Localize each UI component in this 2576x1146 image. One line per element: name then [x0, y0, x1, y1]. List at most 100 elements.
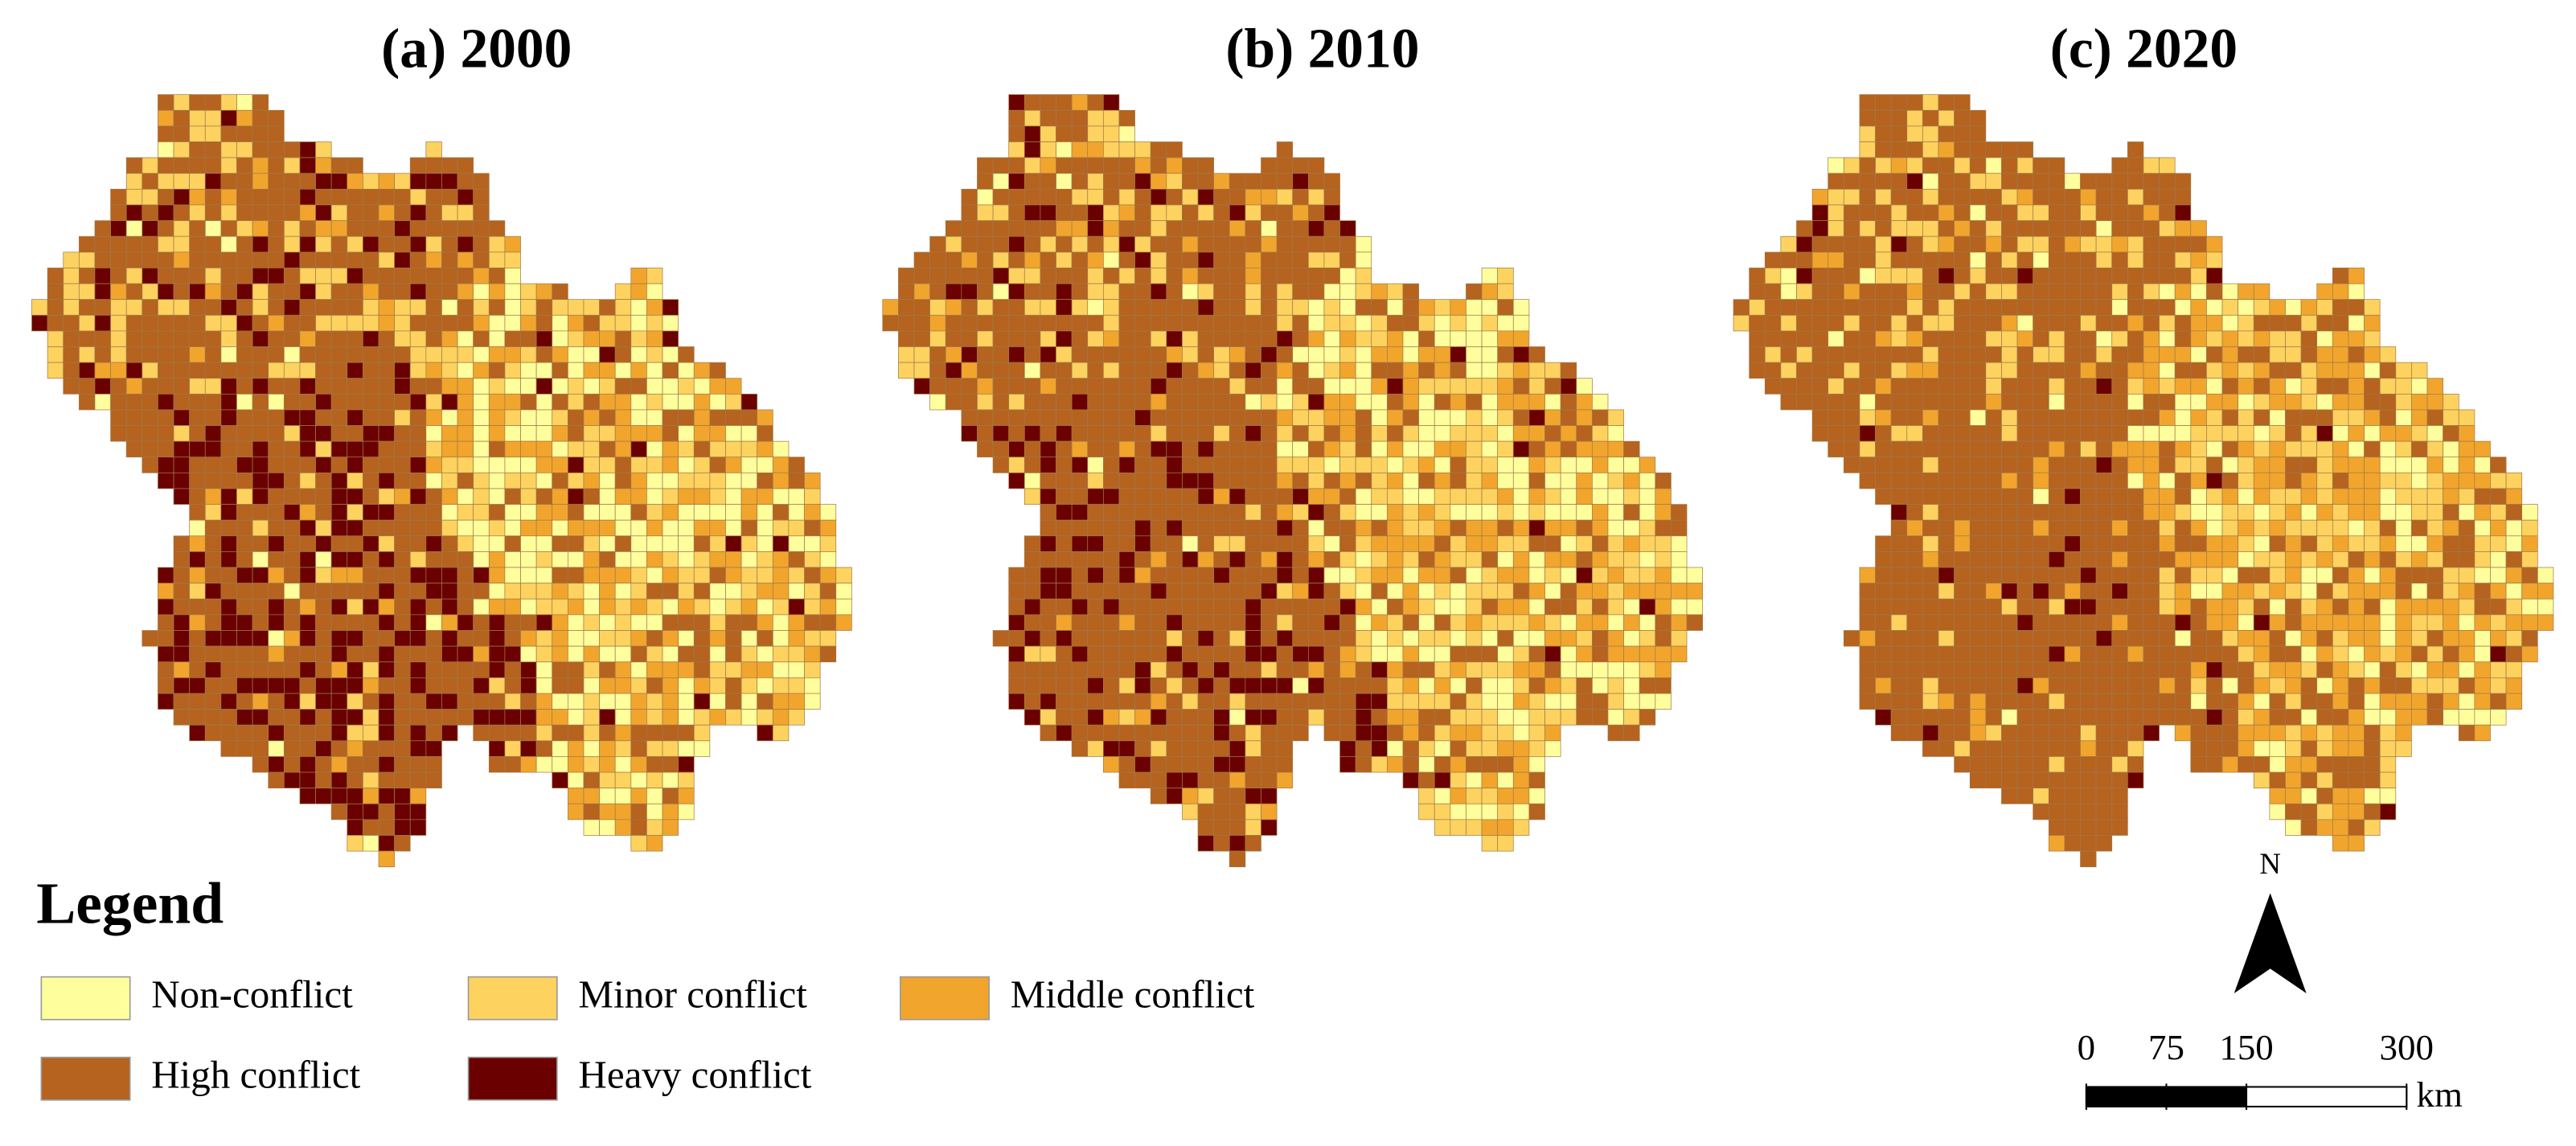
map-cell: [1827, 252, 1844, 268]
map-cell: [2127, 252, 2144, 268]
map-cell: [1560, 677, 1577, 694]
map-cell: [678, 440, 695, 458]
map-cell: [110, 299, 127, 316]
map-cell: [568, 314, 585, 332]
map-cell: [425, 661, 442, 678]
map-cell: [1434, 393, 1451, 411]
map-cell: [1859, 94, 1876, 111]
map-cell: [1008, 330, 1025, 347]
map-cell: [630, 268, 647, 284]
map-cell: [125, 330, 143, 347]
map-cell: [363, 409, 379, 426]
map-cell: [1071, 220, 1089, 237]
map-cell: [2032, 235, 2049, 253]
map-cell: [1764, 378, 1782, 395]
map-cell: [1560, 425, 1577, 442]
map-cell: [2316, 440, 2333, 458]
map-cell: [330, 299, 348, 316]
map-cell: [1497, 362, 1514, 379]
map-cell: [1954, 252, 1971, 268]
map-cell: [1859, 173, 1876, 190]
map-cell: [614, 661, 632, 678]
map-cell: [1387, 283, 1404, 300]
map-cell: [2364, 567, 2381, 584]
map-cell: [693, 504, 711, 521]
map-cell: [504, 235, 521, 253]
map-cell: [2411, 362, 2428, 379]
map-cell: [599, 488, 616, 505]
map-cell: [204, 346, 222, 363]
map-cell: [2253, 661, 2270, 678]
map-cell: [630, 440, 647, 458]
map-cell: [1592, 425, 1609, 442]
map-cell: [173, 299, 191, 316]
map-cell: [1481, 393, 1499, 411]
map-cell: [709, 519, 726, 537]
map-cell: [1387, 504, 1404, 521]
map-cell: [158, 235, 174, 253]
map-cell: [283, 661, 301, 678]
map-cell: [1339, 598, 1356, 616]
map-cell: [2332, 740, 2349, 757]
map-cell: [1245, 630, 1261, 647]
map-cell: [2095, 819, 2113, 836]
map-cell: [2016, 788, 2034, 804]
map-cell: [1118, 173, 1135, 190]
map-cell: [630, 504, 647, 521]
map-cell: [363, 362, 379, 379]
map-cell: [2174, 409, 2192, 426]
map-cell: [1890, 709, 1908, 726]
map-cell: [2332, 299, 2349, 316]
map-cell: [929, 252, 946, 268]
map-cell: [268, 583, 285, 600]
map-cell: [1655, 661, 1672, 678]
map-cell: [2048, 188, 2065, 206]
map-cell: [1197, 393, 1215, 411]
map-cell: [819, 567, 837, 584]
map-cell: [315, 204, 332, 221]
map-cell: [315, 772, 332, 788]
map-cell: [1040, 709, 1056, 726]
map-cell: [1512, 756, 1530, 773]
map-cell: [2064, 535, 2081, 552]
map-cell: [1103, 252, 1120, 268]
map-cell: [1056, 268, 1073, 284]
map-cell: [568, 803, 585, 821]
map-cell: [268, 630, 285, 647]
map-cell: [614, 409, 632, 426]
map-cell: [630, 724, 647, 742]
map-cell: [1339, 440, 1356, 458]
map-cell: [504, 346, 521, 363]
map-cell: [2111, 630, 2128, 647]
map-cell: [1497, 473, 1514, 489]
map-cell: [1008, 125, 1025, 142]
map-cell: [1906, 204, 1923, 221]
map-cell: [1497, 425, 1514, 442]
map-cell: [1827, 409, 1844, 426]
map-cell: [2474, 473, 2491, 489]
map-cell: [1922, 504, 1939, 521]
map-cell: [898, 283, 915, 300]
map-cell: [1323, 220, 1340, 237]
map-cell: [1985, 456, 2002, 473]
map-cell: [2253, 740, 2270, 757]
map-cell: [630, 630, 647, 647]
map-cell: [1607, 677, 1624, 694]
map-cell: [94, 346, 111, 363]
map-cell: [709, 567, 726, 584]
map-cell: [1592, 409, 1609, 426]
map-cell: [1985, 235, 2002, 253]
map-cell: [2127, 314, 2144, 332]
map-cell: [1355, 473, 1372, 489]
map-cell: [473, 551, 490, 568]
map-cell: [2080, 299, 2097, 316]
map-cell: [488, 693, 506, 710]
map-cell: [283, 693, 301, 710]
map-cell: [1890, 109, 1908, 127]
map-cell: [220, 504, 237, 521]
map-cell: [441, 598, 458, 616]
map-cell: [1402, 314, 1419, 332]
map-cell: [2411, 393, 2428, 411]
map-cell: [646, 614, 663, 631]
map-cell: [2064, 204, 2081, 221]
